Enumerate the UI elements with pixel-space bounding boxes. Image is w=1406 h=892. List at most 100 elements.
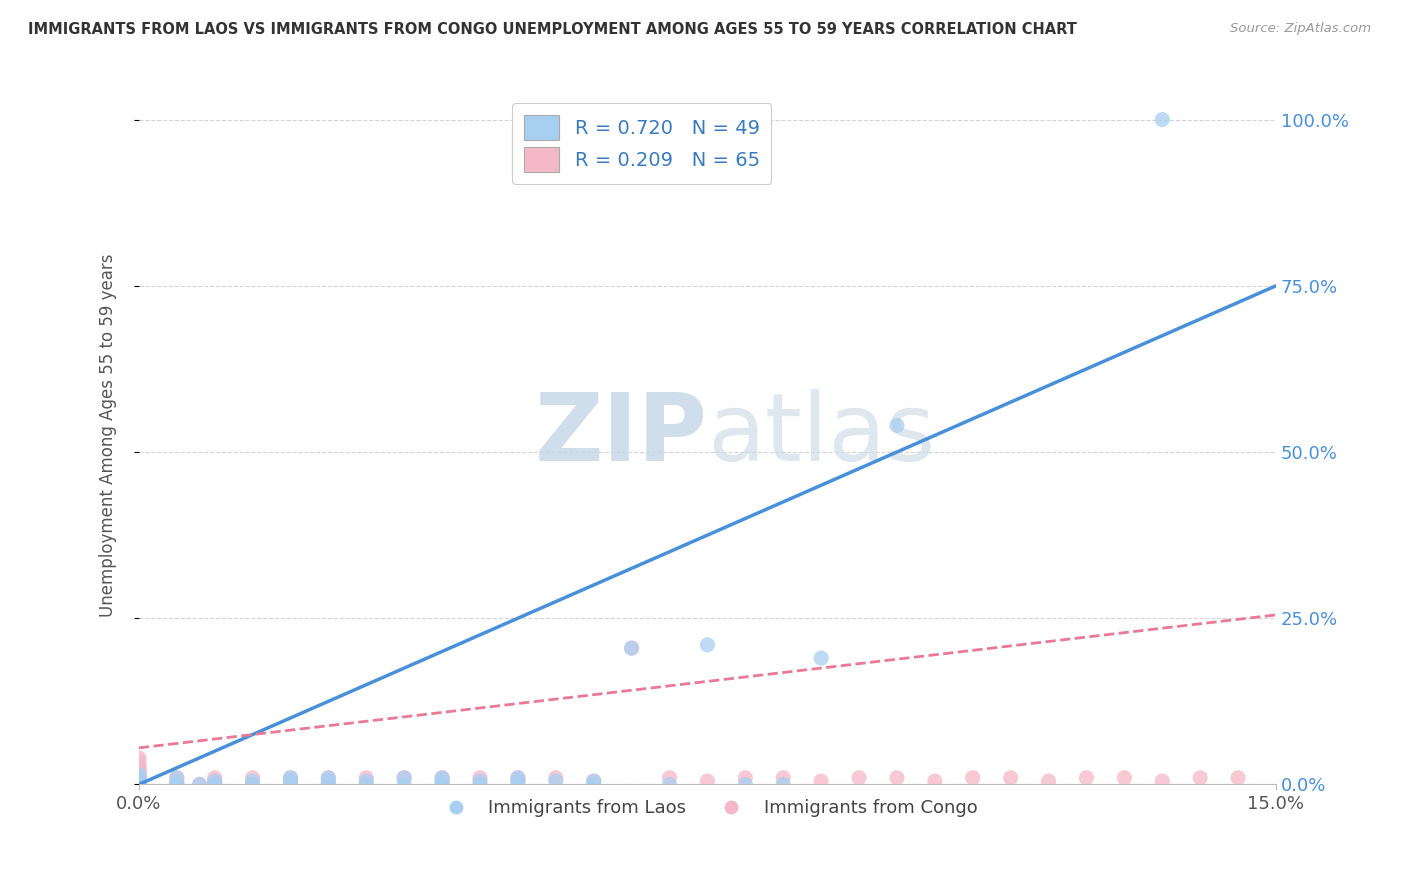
Point xyxy=(392,771,415,785)
Point xyxy=(886,771,908,785)
Point xyxy=(128,771,150,785)
Point xyxy=(1076,771,1098,785)
Point xyxy=(430,777,453,791)
Point xyxy=(128,767,150,781)
Point xyxy=(506,774,529,789)
Point xyxy=(582,777,605,791)
Point xyxy=(430,777,453,791)
Point xyxy=(848,771,870,785)
Point xyxy=(506,777,529,791)
Point xyxy=(280,774,302,789)
Point xyxy=(696,638,718,652)
Point xyxy=(1114,771,1136,785)
Point xyxy=(1189,771,1212,785)
Legend: Immigrants from Laos, Immigrants from Congo: Immigrants from Laos, Immigrants from Co… xyxy=(430,792,984,824)
Point xyxy=(204,774,226,789)
Point xyxy=(128,771,150,785)
Point xyxy=(356,777,378,791)
Point xyxy=(242,777,264,791)
Point xyxy=(356,777,378,791)
Point xyxy=(506,774,529,789)
Point xyxy=(128,757,150,772)
Point xyxy=(1038,774,1060,789)
Point xyxy=(356,774,378,789)
Point xyxy=(128,777,150,791)
Point xyxy=(962,771,984,785)
Point xyxy=(128,771,150,785)
Point xyxy=(392,777,415,791)
Point xyxy=(430,771,453,785)
Point xyxy=(188,777,211,791)
Point xyxy=(128,777,150,791)
Point xyxy=(392,771,415,785)
Point xyxy=(128,777,150,791)
Point xyxy=(734,777,756,791)
Point xyxy=(128,774,150,789)
Point xyxy=(166,777,188,791)
Point xyxy=(128,774,150,789)
Point xyxy=(166,777,188,791)
Point xyxy=(696,774,718,789)
Point xyxy=(128,777,150,791)
Point xyxy=(734,771,756,785)
Point xyxy=(318,777,340,791)
Point xyxy=(280,774,302,789)
Point xyxy=(204,774,226,789)
Point xyxy=(204,777,226,791)
Point xyxy=(318,771,340,785)
Point xyxy=(128,777,150,791)
Point xyxy=(128,764,150,778)
Point xyxy=(128,774,150,789)
Point xyxy=(468,771,491,785)
Point xyxy=(468,777,491,791)
Text: IMMIGRANTS FROM LAOS VS IMMIGRANTS FROM CONGO UNEMPLOYMENT AMONG AGES 55 TO 59 Y: IMMIGRANTS FROM LAOS VS IMMIGRANTS FROM … xyxy=(28,22,1077,37)
Point xyxy=(128,767,150,781)
Point xyxy=(658,771,681,785)
Point xyxy=(810,774,832,789)
Point xyxy=(924,774,946,789)
Point xyxy=(128,771,150,785)
Point xyxy=(166,774,188,789)
Text: atlas: atlas xyxy=(707,390,935,482)
Point xyxy=(810,651,832,665)
Point xyxy=(128,761,150,775)
Point xyxy=(128,767,150,781)
Text: ZIP: ZIP xyxy=(534,390,707,482)
Point xyxy=(128,777,150,791)
Point xyxy=(544,774,567,789)
Point xyxy=(204,771,226,785)
Point xyxy=(128,774,150,789)
Point xyxy=(582,774,605,789)
Point xyxy=(318,774,340,789)
Y-axis label: Unemployment Among Ages 55 to 59 years: Unemployment Among Ages 55 to 59 years xyxy=(100,253,117,617)
Point xyxy=(128,777,150,791)
Point xyxy=(430,774,453,789)
Point xyxy=(620,641,643,656)
Point xyxy=(128,761,150,775)
Point xyxy=(128,764,150,778)
Point xyxy=(620,641,643,656)
Point xyxy=(1000,771,1022,785)
Point xyxy=(280,771,302,785)
Point xyxy=(280,777,302,791)
Point xyxy=(204,777,226,791)
Point xyxy=(506,771,529,785)
Point xyxy=(128,777,150,791)
Point xyxy=(886,418,908,433)
Point xyxy=(1227,771,1250,785)
Point xyxy=(772,777,794,791)
Point xyxy=(128,767,150,781)
Point xyxy=(128,771,150,785)
Point xyxy=(1152,112,1174,127)
Point xyxy=(128,777,150,791)
Point xyxy=(772,771,794,785)
Point xyxy=(166,771,188,785)
Point xyxy=(128,777,150,791)
Point xyxy=(128,774,150,789)
Point xyxy=(544,771,567,785)
Point xyxy=(318,777,340,791)
Point xyxy=(128,777,150,791)
Point xyxy=(128,754,150,768)
Point xyxy=(356,771,378,785)
Point xyxy=(658,777,681,791)
